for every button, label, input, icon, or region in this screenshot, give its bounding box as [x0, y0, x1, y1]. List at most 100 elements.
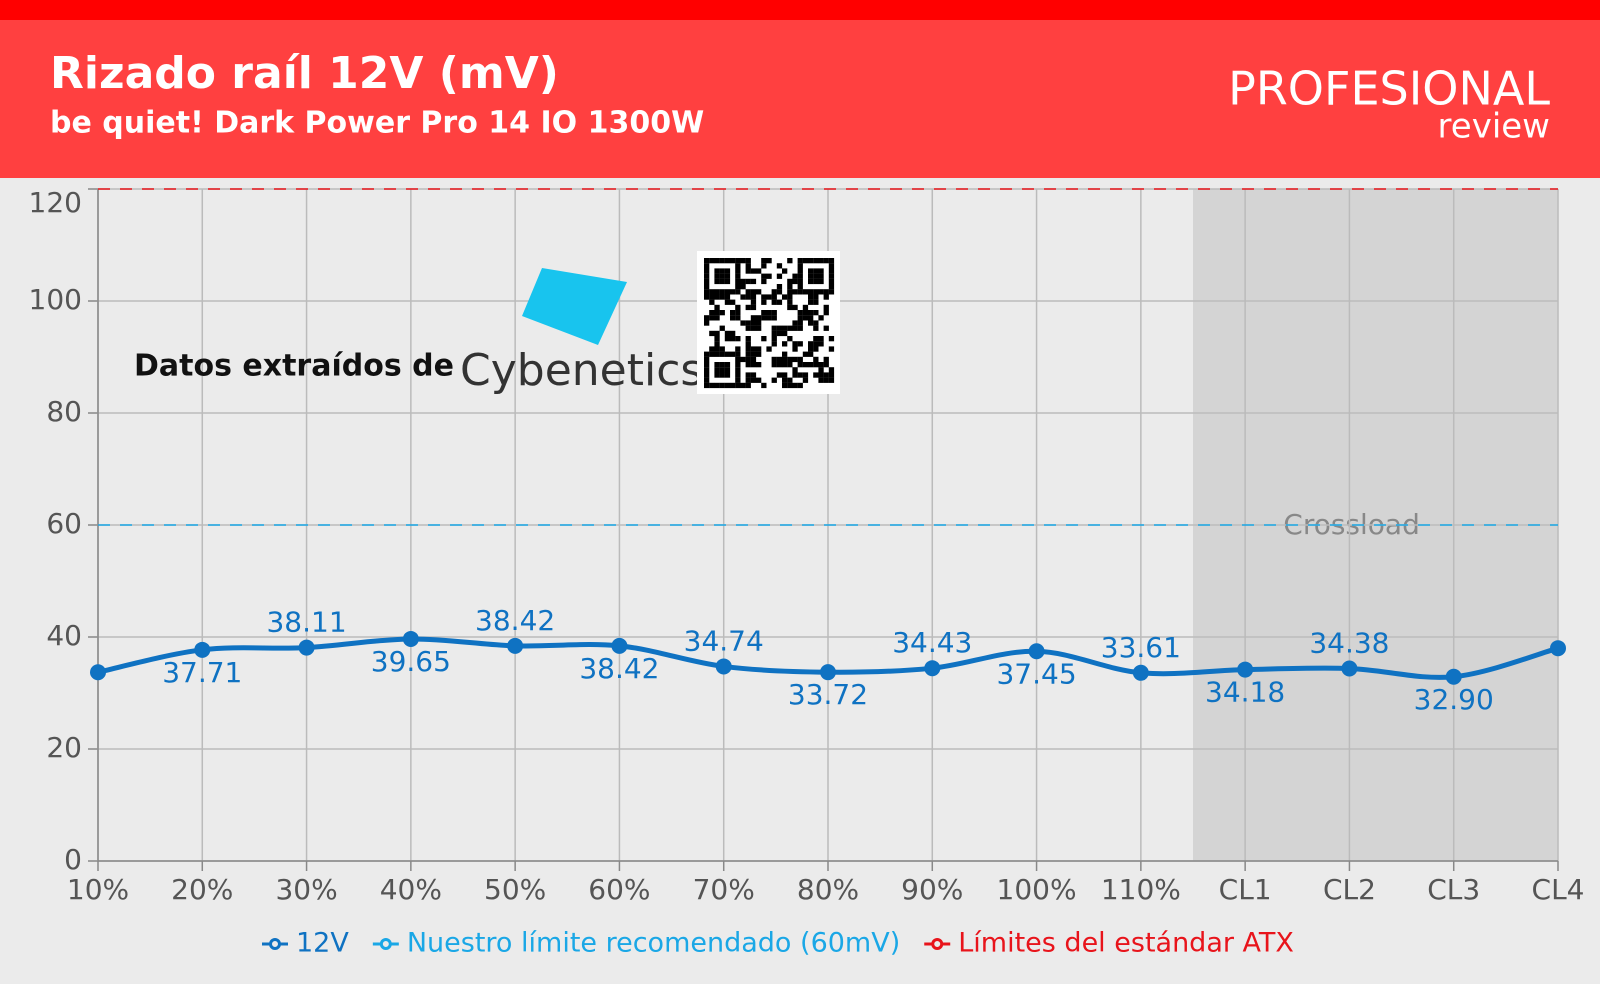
y-tick-label: 0	[64, 843, 82, 876]
x-tick-label: 80%	[797, 873, 859, 906]
qr-cell	[724, 367, 731, 373]
qr-cell	[714, 341, 720, 347]
qr-cell	[802, 377, 809, 383]
value-label: 39.65	[371, 645, 451, 678]
qr-cell	[792, 372, 798, 378]
qr-cell	[823, 310, 829, 316]
qr-cell	[813, 278, 819, 285]
qr-cell	[735, 278, 741, 285]
qr-cell	[828, 289, 835, 295]
qr-cell	[802, 372, 809, 378]
qr-cell	[740, 258, 746, 264]
source-name: Cybenetics	[460, 345, 703, 396]
qr-cell	[730, 336, 736, 342]
qr-cell	[745, 263, 751, 269]
qr-cell	[761, 315, 767, 321]
qr-cell	[823, 289, 829, 295]
y-tick-label: 100	[29, 283, 82, 316]
x-tick-label: 110%	[1101, 873, 1181, 906]
qr-cell	[802, 310, 809, 316]
qr-cell	[797, 273, 803, 279]
value-label: 38.42	[579, 652, 659, 685]
qr-cell	[792, 382, 798, 389]
qr-cell	[704, 284, 710, 290]
qr-cell	[719, 362, 725, 368]
qr-cell	[704, 315, 710, 321]
qr-cell	[787, 284, 793, 290]
qr-cell	[771, 289, 777, 295]
qr-cell	[808, 346, 814, 352]
qr-cell	[823, 258, 829, 264]
qr-cell	[813, 356, 819, 363]
qr-cell	[771, 336, 777, 342]
qr-cell	[745, 320, 751, 326]
qr-cell	[771, 377, 777, 383]
qr-cell	[802, 315, 809, 321]
qr-cell	[750, 377, 757, 383]
qr-cell	[818, 278, 824, 285]
qr-cell	[797, 310, 803, 316]
qr-cell	[797, 263, 803, 269]
qr-cell	[714, 315, 720, 321]
qr-cell	[808, 315, 814, 321]
chart-subtitle: be quiet! Dark Power Pro 14 IO 1300W	[50, 106, 704, 141]
qr-cell	[745, 372, 751, 378]
qr-cell	[766, 310, 772, 316]
qr-cell	[709, 258, 715, 264]
qr-cell	[735, 310, 741, 316]
qr-cell	[719, 273, 725, 279]
qr-cell	[828, 367, 835, 373]
qr-cell	[745, 351, 751, 357]
qr-cell	[787, 299, 793, 305]
qr-cell	[818, 372, 824, 378]
qr-cell	[719, 278, 725, 285]
qr-cell	[828, 273, 835, 279]
qr-cell	[714, 367, 720, 373]
qr-cell	[797, 372, 803, 378]
qr-cell	[818, 362, 824, 368]
qr-cell	[787, 304, 793, 311]
qr-cell	[730, 315, 736, 321]
qr-cell	[709, 382, 715, 389]
data-point	[611, 637, 628, 654]
qr-cell	[797, 315, 803, 321]
qr-cell	[750, 346, 757, 352]
data-point	[507, 637, 524, 654]
qr-cell	[756, 315, 762, 321]
qr-cell	[797, 278, 803, 285]
qr-cell	[802, 351, 809, 357]
qr-cell	[750, 299, 757, 305]
qr-cell	[709, 289, 715, 295]
legend-label: Nuestro límite recomendado (60mV)	[407, 928, 900, 959]
qr-cell	[745, 258, 751, 264]
qr-cell	[808, 268, 814, 274]
qr-cell	[776, 299, 783, 305]
qr-cell	[787, 382, 793, 389]
brand-sub: review	[1438, 107, 1550, 147]
qr-cell	[730, 351, 736, 357]
qr-cell	[771, 299, 777, 305]
qr-cell	[828, 336, 835, 342]
qr-cell	[735, 273, 741, 279]
qr-cell	[776, 362, 783, 368]
qr-cell	[797, 320, 803, 326]
qr-cell	[719, 382, 725, 389]
x-tick-label: CL1	[1219, 873, 1272, 906]
qr-cell	[797, 289, 803, 295]
value-label: 33.72	[788, 678, 868, 711]
qr-cell	[782, 325, 788, 331]
data-point	[298, 639, 315, 656]
qr-cell	[808, 294, 814, 300]
qr-cell	[714, 268, 720, 274]
qr-cell	[704, 263, 710, 269]
qr-cell	[724, 289, 731, 295]
qr-cell	[709, 315, 715, 321]
qr-cell	[771, 315, 777, 321]
qr-cell	[813, 268, 819, 274]
qr-cell	[735, 284, 741, 290]
qr-cell	[823, 362, 829, 368]
legend-marker	[931, 938, 944, 950]
qr-cell	[813, 336, 819, 342]
qr-cell	[787, 325, 793, 331]
